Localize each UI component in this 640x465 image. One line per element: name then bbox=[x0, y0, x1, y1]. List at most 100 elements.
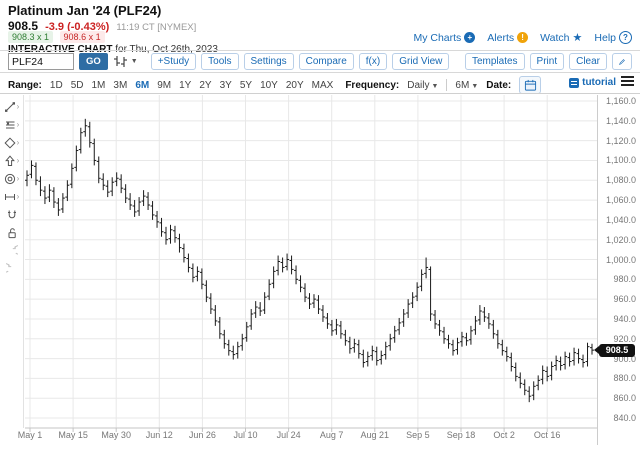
y-axis-label: 1,000.0 bbox=[605, 254, 636, 265]
x-axis-label: Sep 5 bbox=[406, 430, 430, 440]
y-axis-label: 860.0 bbox=[613, 393, 636, 404]
range-10y[interactable]: 10Y bbox=[260, 79, 278, 91]
y-axis-label: 960.0 bbox=[613, 294, 636, 305]
y-axis-label: 1,060.0 bbox=[605, 195, 636, 206]
divider bbox=[0, 93, 640, 94]
plus-circle-icon: + bbox=[464, 32, 476, 43]
print-button[interactable]: Print bbox=[529, 53, 565, 70]
range-5d[interactable]: 5D bbox=[70, 79, 84, 91]
header-link-alerts[interactable]: Alerts! bbox=[487, 31, 529, 44]
range-2y[interactable]: 2Y bbox=[199, 79, 212, 91]
range-6m[interactable]: 6M bbox=[135, 79, 150, 91]
link-label: Watch bbox=[540, 31, 570, 44]
chevron-down-icon: ▼ bbox=[130, 58, 138, 65]
redo-tool[interactable] bbox=[5, 262, 18, 275]
redo-icon bbox=[5, 262, 11, 272]
last-price-badge: 908.5 bbox=[594, 343, 635, 357]
range-max[interactable]: MAX bbox=[311, 79, 334, 91]
range-1y[interactable]: 1Y bbox=[179, 79, 192, 91]
range-20y[interactable]: 20Y bbox=[285, 79, 304, 91]
header-link-help[interactable]: Help? bbox=[594, 31, 632, 44]
measure-tool[interactable]: › bbox=[4, 190, 20, 203]
y-axis-label: 1,040.0 bbox=[605, 214, 636, 225]
y-axis-label: 1,100.0 bbox=[605, 155, 636, 166]
range-3m[interactable]: 3M bbox=[113, 79, 128, 91]
divider bbox=[0, 50, 640, 51]
undo-tool[interactable] bbox=[6, 244, 18, 257]
trendline-icon bbox=[4, 101, 15, 112]
x-axis-label: Jun 26 bbox=[188, 430, 216, 440]
header-link-my-charts[interactable]: My Charts + bbox=[413, 32, 476, 44]
calendar-icon bbox=[524, 79, 536, 91]
y-axis: 1,160.0 1,140.0 1,120.0 1,100.0 1,080.0 1,060… bbox=[597, 95, 640, 445]
hamburger-menu-icon[interactable] bbox=[621, 76, 634, 87]
trendline-tool[interactable]: › bbox=[4, 100, 19, 113]
date-label: Date: bbox=[486, 79, 512, 91]
star-icon: ★ bbox=[572, 32, 583, 44]
range-1d[interactable]: 1D bbox=[49, 79, 63, 91]
range-1m[interactable]: 1M bbox=[91, 79, 106, 91]
interactive-chart-line: INTERACTIVE CHART for Thu, Oct 26th, 202… bbox=[8, 44, 218, 55]
fx-button[interactable]: f(x) bbox=[358, 53, 388, 70]
range-5y[interactable]: 5Y bbox=[239, 79, 253, 91]
fibonacci-tool[interactable]: › bbox=[4, 118, 19, 131]
arrow-annotation-icon bbox=[4, 154, 15, 166]
span-dropdown[interactable]: 6M ▼ bbox=[455, 79, 479, 91]
annotate-button[interactable] bbox=[612, 53, 632, 70]
submenu-arrow-icon: › bbox=[16, 192, 20, 201]
x-axis-label: May 30 bbox=[101, 430, 131, 440]
y-axis-label: 920.0 bbox=[613, 333, 636, 344]
bid-badge: 908.3 x 1 bbox=[8, 31, 54, 43]
clear-button[interactable]: Clear bbox=[569, 53, 607, 70]
link-label: Alerts bbox=[487, 31, 515, 44]
drawing-tools-sidebar: › › › › › › bbox=[0, 95, 24, 428]
tutorial-icon bbox=[569, 77, 580, 88]
price-chart[interactable] bbox=[25, 95, 597, 433]
study-button[interactable]: +Study bbox=[150, 53, 197, 70]
templates-button[interactable]: Templates bbox=[464, 53, 525, 70]
compare-button[interactable]: Compare bbox=[298, 53, 354, 70]
gridview-button[interactable]: Grid View bbox=[392, 53, 450, 70]
chart-type-selector[interactable]: ▼ bbox=[113, 55, 138, 68]
lock-tool[interactable] bbox=[6, 226, 18, 239]
y-axis-label: 980.0 bbox=[613, 274, 636, 285]
y-axis-label: 880.0 bbox=[613, 373, 636, 384]
tools-button[interactable]: Tools bbox=[201, 53, 239, 70]
toolbar-right-buttons: Templates Print Clear bbox=[464, 53, 632, 70]
y-axis-label: 1,120.0 bbox=[605, 135, 636, 146]
link-label: Help bbox=[594, 31, 616, 44]
go-button[interactable]: GO bbox=[79, 53, 108, 70]
price-change: -3.9 (-0.43%) bbox=[45, 21, 110, 33]
x-axis-label: Jun 12 bbox=[145, 430, 173, 440]
submenu-arrow-icon: › bbox=[16, 174, 20, 183]
header-links: My Charts + Alerts! Watch ★ Help? bbox=[413, 31, 632, 44]
settings-button[interactable]: Settings bbox=[243, 53, 294, 70]
chevron-down-icon: ▼ bbox=[431, 82, 439, 90]
chevron-down-icon: ▼ bbox=[471, 82, 479, 90]
page-title: Platinum Jan '24 (PLF24) bbox=[8, 3, 162, 18]
interactive-chart-label: INTERACTIVE CHART bbox=[8, 44, 112, 55]
header-link-watch[interactable]: Watch ★ bbox=[540, 31, 583, 45]
shapes-tool[interactable]: › bbox=[4, 136, 19, 149]
tutorial-link[interactable]: tutorial bbox=[569, 77, 616, 88]
x-axis-label: May 1 bbox=[17, 430, 43, 440]
y-axis-label: 840.0 bbox=[613, 413, 636, 423]
magnet-icon bbox=[7, 210, 16, 218]
submenu-arrow-icon: › bbox=[16, 156, 20, 165]
symbol-input[interactable] bbox=[8, 53, 74, 70]
date-picker-button[interactable] bbox=[519, 76, 542, 94]
magnet-tool[interactable] bbox=[6, 208, 18, 221]
range-3y[interactable]: 3Y bbox=[219, 79, 232, 91]
target-icon bbox=[4, 173, 15, 184]
divider bbox=[446, 79, 448, 91]
toolbar-buttons: +Study Tools Settings Compare f(x) Grid View bbox=[150, 53, 450, 70]
ask-badge: 908.6 x 1 bbox=[59, 31, 105, 43]
frequency-dropdown[interactable]: Daily ▼ bbox=[407, 79, 439, 91]
lock-icon bbox=[8, 227, 16, 238]
target-tool[interactable]: › bbox=[4, 172, 20, 185]
range-9m[interactable]: 9M bbox=[157, 79, 172, 91]
chart-toolbar: GO ▼ +StudyToolsSettingsComparef(x)Grid … bbox=[8, 53, 450, 70]
frequency-label: Frequency: bbox=[345, 79, 400, 91]
arrow-annotation-tool[interactable]: › bbox=[4, 154, 20, 167]
pencil-icon bbox=[619, 58, 625, 65]
